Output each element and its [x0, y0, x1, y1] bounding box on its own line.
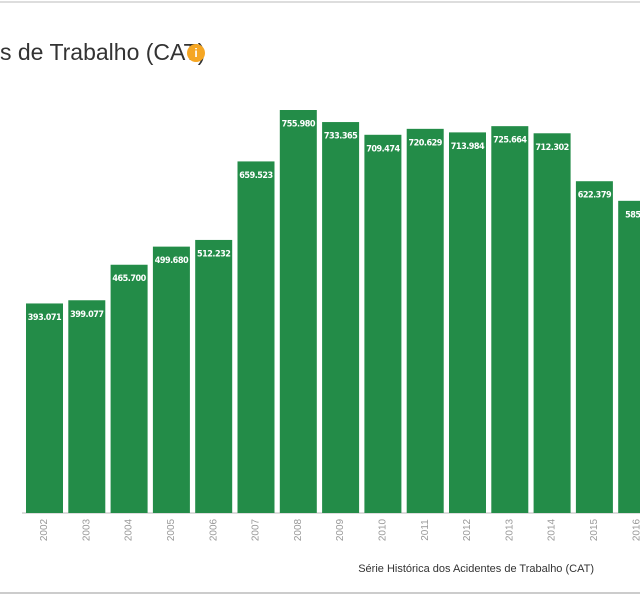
value-label: 465.700 [112, 274, 146, 284]
bar [237, 161, 275, 514]
chart-title: s de Trabalho (CAT) [0, 39, 205, 65]
x-tick-label: 2010 [378, 518, 389, 541]
value-label: 713.984 [451, 142, 485, 152]
chart-caption: Série Histórica dos Acidentes de Trabalh… [358, 563, 594, 575]
value-label: 755.980 [282, 120, 316, 130]
bar [279, 110, 317, 513]
bar [152, 246, 190, 513]
bar [449, 132, 486, 514]
value-label: 399.077 [70, 310, 103, 320]
x-tick-label: 2004 [124, 518, 135, 541]
bar [26, 303, 63, 513]
x-tick-label: 2013 [504, 518, 515, 541]
bar [364, 134, 402, 513]
bar [110, 264, 148, 513]
value-label: 733.365 [324, 132, 358, 142]
info-icon-glyph: i [194, 46, 197, 60]
x-tick-label: 2003 [81, 518, 92, 541]
bar [68, 300, 106, 513]
value-label: 725.664 [493, 136, 527, 146]
x-tick-label: 2015 [589, 518, 600, 541]
x-tick-label: 2009 [335, 518, 346, 541]
value-label: 659.523 [239, 171, 272, 181]
value-label: 712.302 [535, 143, 568, 153]
bar [406, 128, 444, 513]
value-label: 720.629 [409, 138, 443, 148]
x-tick-label: 2005 [166, 518, 177, 541]
bar [195, 239, 233, 514]
x-tick-label: 2007 [251, 518, 262, 541]
x-tick-label: 2008 [293, 518, 304, 541]
bar [322, 122, 360, 514]
value-label: 622.379 [578, 191, 612, 201]
x-tick-label: 2006 [208, 518, 219, 541]
bar [491, 126, 529, 513]
info-icon[interactable] [187, 44, 205, 62]
value-label: 512.232 [197, 249, 230, 259]
bar [575, 181, 613, 514]
x-tick-label: 2011 [420, 519, 431, 541]
x-tick-label: 2002 [39, 518, 50, 541]
x-tick-label: 2014 [547, 518, 558, 541]
x-tick-label: 2012 [462, 518, 473, 541]
value-label: 393.071 [28, 313, 62, 323]
value-label: 709.474 [366, 144, 400, 154]
bar [533, 133, 571, 513]
value-label: 585.6 [625, 210, 640, 220]
value-label: 499.680 [155, 256, 189, 266]
x-tick-label: 2016 [631, 518, 640, 541]
bar [618, 200, 640, 513]
